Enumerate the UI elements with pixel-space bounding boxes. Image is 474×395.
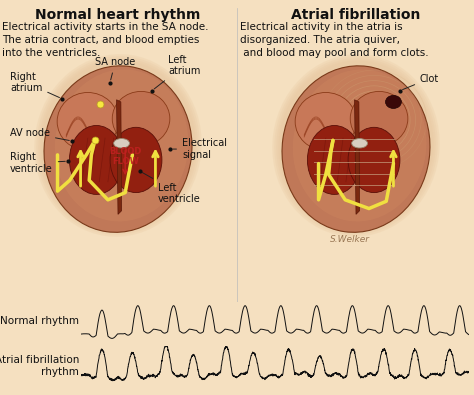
Ellipse shape [282,66,430,232]
Text: Right
atrium: Right atrium [10,72,59,98]
Text: BLOOD
FLOW: BLOOD FLOW [109,147,141,166]
Text: Atrial fibrillation: Atrial fibrillation [292,8,421,22]
Ellipse shape [350,91,408,146]
Text: S.Welker: S.Welker [330,235,370,244]
Ellipse shape [69,126,123,194]
Polygon shape [117,100,122,214]
Text: Left
ventricle: Left ventricle [142,173,201,204]
Ellipse shape [348,127,400,193]
Text: Electrical activity starts in the SA node.
The atria contract, and blood empties: Electrical activity starts in the SA nod… [2,22,209,58]
Text: Right
ventricle: Right ventricle [10,152,65,174]
Ellipse shape [352,139,367,148]
Ellipse shape [278,60,434,231]
Ellipse shape [114,139,129,148]
Ellipse shape [272,54,440,237]
Text: AV node: AV node [10,128,69,141]
Text: Left
atrium: Left atrium [154,55,201,89]
Text: Clot: Clot [402,73,439,90]
Ellipse shape [36,56,200,235]
Ellipse shape [34,54,202,237]
Ellipse shape [274,56,438,235]
Ellipse shape [38,58,198,233]
Text: Atrial fibrillation
rhythm: Atrial fibrillation rhythm [0,355,79,377]
Ellipse shape [276,58,436,233]
Ellipse shape [385,96,401,109]
Ellipse shape [295,92,356,150]
Ellipse shape [112,91,170,146]
Ellipse shape [55,70,188,222]
Text: SA node: SA node [95,57,135,80]
Ellipse shape [40,60,196,231]
Polygon shape [355,100,360,214]
Ellipse shape [293,70,427,222]
Text: Normal rhythm: Normal rhythm [0,316,79,326]
Text: Electrical activity in the atria is
disorganized. The atria quiver,
 and blood m: Electrical activity in the atria is diso… [240,22,428,58]
Ellipse shape [110,127,162,193]
Ellipse shape [57,92,118,150]
Text: Normal heart rhythm: Normal heart rhythm [35,8,201,22]
Ellipse shape [308,126,361,194]
Ellipse shape [44,66,192,232]
Text: Electrical
signal: Electrical signal [173,138,227,160]
